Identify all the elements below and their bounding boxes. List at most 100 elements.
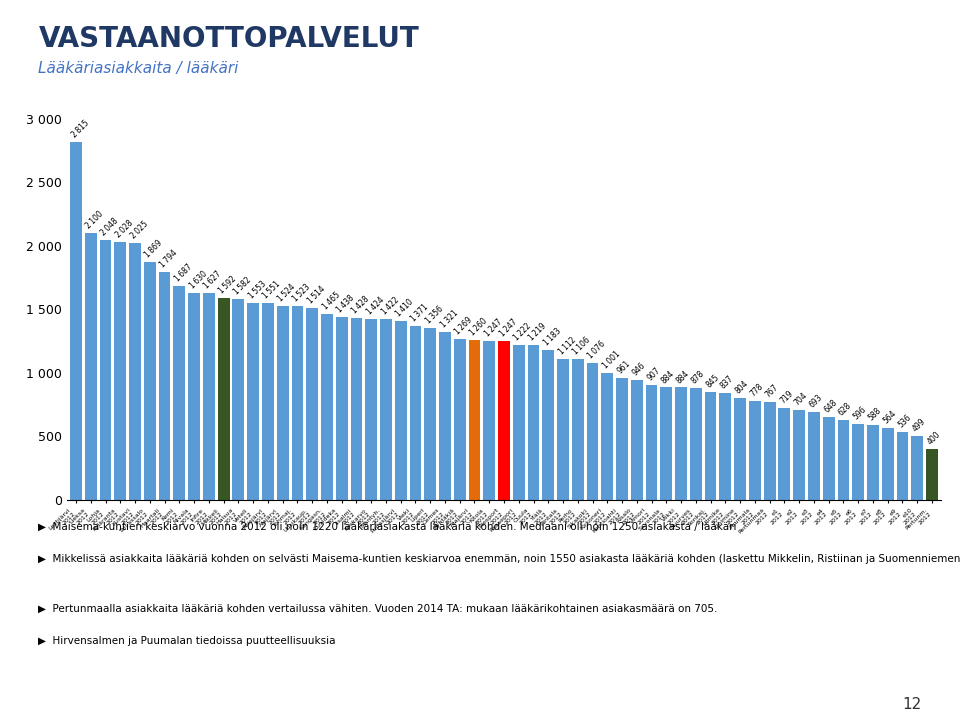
Text: 1 551: 1 551 <box>261 279 282 301</box>
Bar <box>188 293 200 500</box>
Bar <box>158 272 171 500</box>
Bar <box>366 319 377 500</box>
Text: 1 001: 1 001 <box>601 349 622 370</box>
Bar <box>248 303 259 500</box>
Bar <box>660 388 672 500</box>
Text: 2 815: 2 815 <box>70 119 90 139</box>
Text: 719: 719 <box>778 389 795 406</box>
Bar <box>749 401 760 500</box>
Bar <box>380 319 392 500</box>
Text: ▶  Mikkelissä asiakkaita lääkäriä kohden on selvästi Maisema-kuntien keskiarvoa : ▶ Mikkelissä asiakkaita lääkäriä kohden … <box>38 554 960 564</box>
Text: 1 553: 1 553 <box>247 279 268 300</box>
Text: 1 630: 1 630 <box>188 269 209 290</box>
Text: 767: 767 <box>763 383 780 400</box>
Bar <box>174 285 185 500</box>
Text: 884: 884 <box>660 368 677 385</box>
Text: 1 183: 1 183 <box>541 326 563 347</box>
Bar <box>764 403 776 500</box>
Text: 588: 588 <box>867 406 883 423</box>
Bar <box>70 142 82 500</box>
Bar <box>454 339 466 500</box>
Text: VASTAANOTTOPALVELUT: VASTAANOTTOPALVELUT <box>38 25 420 53</box>
Text: 704: 704 <box>793 391 809 408</box>
Text: 1 106: 1 106 <box>571 336 592 357</box>
Text: 2 028: 2 028 <box>114 219 135 239</box>
Bar <box>572 360 584 500</box>
Text: ▶  Hirvensalmen ja Puumalan tiedoissa puutteellisuuksia: ▶ Hirvensalmen ja Puumalan tiedoissa puu… <box>38 636 336 646</box>
Bar <box>926 449 938 500</box>
Text: 845: 845 <box>705 373 721 390</box>
Text: 907: 907 <box>645 365 661 382</box>
Text: 1 582: 1 582 <box>232 275 253 296</box>
Bar <box>601 372 613 500</box>
Bar <box>513 344 525 500</box>
Bar <box>498 342 510 500</box>
Bar <box>410 326 421 500</box>
Text: 1 592: 1 592 <box>217 274 238 295</box>
Bar <box>852 424 864 500</box>
Text: 878: 878 <box>689 369 706 385</box>
Bar <box>911 436 924 500</box>
Bar <box>675 388 687 500</box>
Bar <box>336 317 348 500</box>
Text: 1 219: 1 219 <box>527 321 548 342</box>
Text: 1 869: 1 869 <box>143 239 164 260</box>
Bar <box>867 425 878 500</box>
Text: 837: 837 <box>719 375 735 391</box>
Bar <box>232 299 244 500</box>
Text: 1 524: 1 524 <box>276 283 298 303</box>
Text: 1 794: 1 794 <box>158 248 180 270</box>
Text: 1 465: 1 465 <box>321 290 342 311</box>
Text: 778: 778 <box>749 382 765 398</box>
Bar <box>690 388 702 500</box>
Bar <box>483 342 495 500</box>
Text: 1 514: 1 514 <box>306 284 326 305</box>
Bar <box>557 359 569 500</box>
Text: 400: 400 <box>925 430 943 446</box>
Text: 946: 946 <box>631 360 647 377</box>
Text: 12: 12 <box>902 697 922 712</box>
Bar <box>468 340 480 500</box>
Text: 2 048: 2 048 <box>99 216 120 237</box>
Text: 804: 804 <box>733 378 751 395</box>
Text: 1 260: 1 260 <box>468 316 490 337</box>
Bar <box>424 328 436 500</box>
Bar <box>616 377 628 500</box>
Text: 1 076: 1 076 <box>587 339 608 360</box>
Bar <box>292 306 303 500</box>
Bar <box>203 293 215 500</box>
Bar <box>114 242 126 500</box>
Text: 1 247: 1 247 <box>483 318 504 339</box>
Text: 1 422: 1 422 <box>379 296 400 316</box>
Bar <box>542 349 554 500</box>
Bar <box>130 242 141 500</box>
Text: 499: 499 <box>911 417 927 434</box>
Text: 1 321: 1 321 <box>439 308 460 329</box>
Text: 628: 628 <box>837 401 853 418</box>
Bar <box>779 408 790 500</box>
Text: 1 247: 1 247 <box>497 318 518 339</box>
Text: 1 428: 1 428 <box>350 295 371 316</box>
Text: 2 025: 2 025 <box>129 219 150 240</box>
Bar <box>439 332 451 500</box>
Bar <box>276 306 289 500</box>
Bar <box>631 380 642 500</box>
Bar <box>719 393 732 500</box>
Bar <box>84 233 97 500</box>
Text: 1 627: 1 627 <box>203 270 224 290</box>
Text: ▶  Maisema-kuntien keskiarvo vuonna 2012 oli noin 1220 lääkäriasiakasta lääkäriä: ▶ Maisema-kuntien keskiarvo vuonna 2012 … <box>38 521 737 531</box>
Bar <box>793 411 805 500</box>
Bar <box>350 319 362 500</box>
Text: 1 523: 1 523 <box>291 283 312 304</box>
Text: 1 269: 1 269 <box>453 315 474 336</box>
Bar <box>528 345 540 500</box>
Text: ▶  Pertunmaalla asiakkaita lääkäriä kohden vertailussa vähiten. Vuoden 2014 TA: : ▶ Pertunmaalla asiakkaita lääkäriä kohde… <box>38 604 718 614</box>
Text: 648: 648 <box>823 398 839 415</box>
Bar <box>823 418 834 500</box>
Text: 693: 693 <box>807 393 825 409</box>
Text: 2 100: 2 100 <box>84 209 106 231</box>
Text: 1 371: 1 371 <box>409 302 430 323</box>
Bar <box>395 321 407 500</box>
Bar <box>262 303 274 500</box>
Text: 1 424: 1 424 <box>365 296 386 316</box>
